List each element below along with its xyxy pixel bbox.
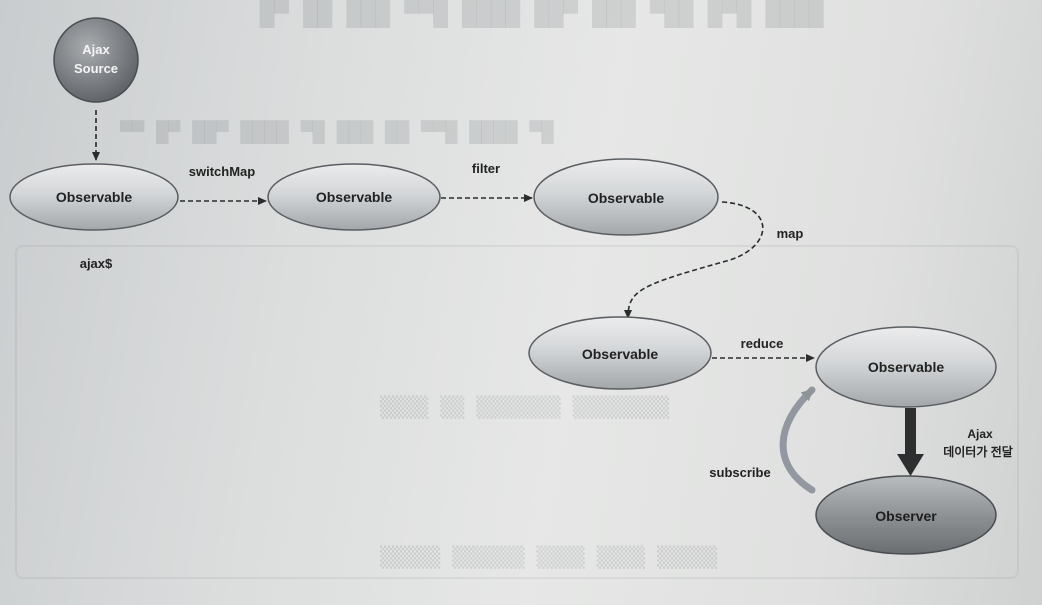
switchmap-label: switchMap bbox=[189, 164, 256, 179]
ajax-source-node: Ajax Source bbox=[53, 17, 139, 103]
edge-deliver-head bbox=[897, 454, 924, 476]
observable-node-reduce: Observable bbox=[815, 326, 997, 408]
observer-label: Observer bbox=[875, 508, 937, 524]
edge-deliver-shaft bbox=[905, 408, 916, 456]
ajax-variable-label: ajax$ bbox=[80, 256, 113, 271]
observable-node-map: Observable bbox=[528, 316, 712, 390]
observable-node-switchmap: Observable bbox=[267, 163, 441, 231]
filter-label: filter bbox=[472, 161, 500, 176]
ajax-delivery-label-line1: Ajax bbox=[967, 427, 993, 441]
edge-map bbox=[624, 201, 764, 319]
observable-label: Observable bbox=[56, 189, 132, 205]
observable-label: Observable bbox=[316, 189, 392, 205]
observable-label: Observable bbox=[868, 359, 944, 375]
ajax-source-label-line2: Source bbox=[74, 61, 118, 76]
observable-label: Observable bbox=[588, 190, 664, 206]
observable-node-ajax: Observable bbox=[9, 163, 179, 231]
map-label: map bbox=[777, 226, 804, 241]
ajax-source-label-line1: Ajax bbox=[82, 42, 110, 57]
edge-subscribe bbox=[779, 386, 816, 494]
subscribe-label: subscribe bbox=[709, 465, 770, 480]
observable-node-filter: Observable bbox=[533, 158, 719, 236]
reduce-label: reduce bbox=[741, 336, 784, 351]
observable-label: Observable bbox=[582, 346, 658, 362]
ajax-delivery-label-line2: 데이터가 전달 bbox=[943, 444, 1013, 459]
observer-node: Observer bbox=[815, 475, 997, 555]
